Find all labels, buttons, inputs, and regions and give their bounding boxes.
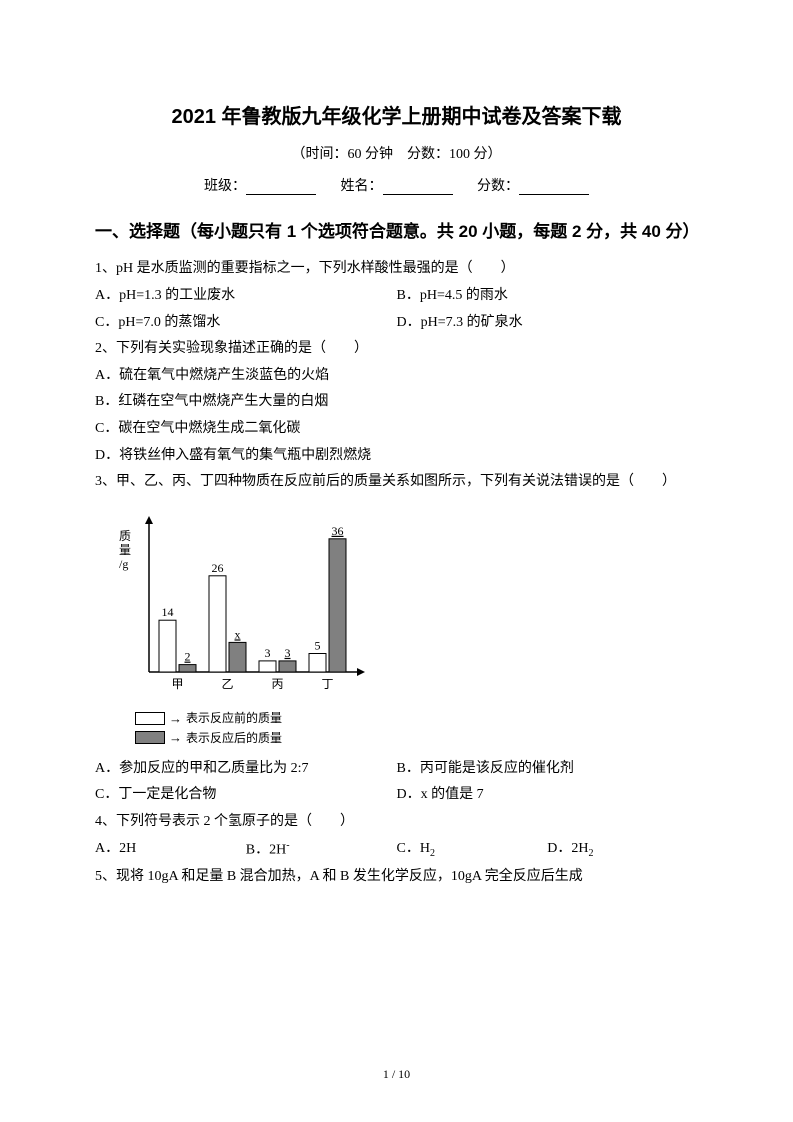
- q2-stem: 2、下列有关实验现象描述正确的是（ ）: [95, 336, 698, 363]
- q2-opt-a: A．硫在氧气中燃烧产生淡蓝色的火焰: [95, 363, 698, 390]
- q5-stem: 5、现将 10gA 和足量 B 混合加热，A 和 B 发生化学反应，10gA 完…: [95, 864, 698, 891]
- q1-row2: C．pH=7.0 的蒸馏水 D．pH=7.3 的矿泉水: [95, 310, 698, 337]
- blanks-row: 班级： 姓名： 分数：: [95, 175, 698, 195]
- q1-opt-d: D．pH=7.3 的矿泉水: [397, 310, 699, 337]
- svg-text:36: 36: [332, 524, 344, 538]
- page-title: 2021 年鲁教版九年级化学上册期中试卷及答案下载: [95, 100, 698, 129]
- q3-stem: 3、甲、乙、丙、丁四种物质在反应前后的质量关系如图所示，下列有关说法错误的是（ …: [95, 469, 698, 496]
- svg-text:14: 14: [162, 605, 174, 619]
- svg-text:26: 26: [212, 561, 224, 575]
- subtitle: （时间：60 分钟 分数：100 分）: [95, 143, 698, 163]
- q2-opt-b: B．红磷在空气中燃烧产生大量的白烟: [95, 389, 698, 416]
- legend-after-label: 表示反应后的质量: [186, 729, 282, 747]
- q4-d-sub: 2: [588, 847, 593, 858]
- page-footer: 1 / 10: [0, 1067, 793, 1082]
- arrow-icon: →: [169, 728, 182, 748]
- class-blank[interactable]: [246, 178, 316, 195]
- q4-d-prefix: D．2H: [547, 841, 588, 856]
- q4-row: A．2H B．2H- C．H2 D．2H2: [95, 836, 698, 864]
- bar-chart-svg: 质量/g 14 2甲 26 x 乙 33 丙 5 36 丁: [105, 502, 365, 702]
- subtitle-time: （时间：60 分钟: [292, 147, 394, 162]
- chart-legend: → 表示反应前的质量 → 表示反应后的质量: [135, 709, 698, 748]
- svg-text:乙: 乙: [221, 677, 233, 691]
- subtitle-score: 分数：100 分）: [407, 147, 502, 162]
- q4-opt-b: B．2H-: [246, 836, 397, 864]
- svg-text:甲: 甲: [171, 677, 183, 691]
- q4-c-sub: 2: [430, 847, 435, 858]
- q3-row2: C．丁一定是化合物 D．x 的值是 7: [95, 782, 698, 809]
- class-label: 班级：: [204, 179, 246, 194]
- section-1-heading: 一、选择题（每小题只有 1 个选项符合题意。共 20 小题，每题 2 分，共 4…: [95, 213, 698, 250]
- legend-before: → 表示反应前的质量: [135, 709, 698, 729]
- legend-before-box: [135, 712, 165, 725]
- svg-text:/g: /g: [119, 557, 128, 571]
- q1-opt-b: B．pH=4.5 的雨水: [397, 283, 699, 310]
- q4-c-prefix: C．H: [397, 841, 430, 856]
- q4-b-sup: -: [286, 840, 289, 851]
- q4-opt-d: D．2H2: [547, 836, 698, 864]
- q1-stem: 1、pH 是水质监测的重要指标之一，下列水样酸性最强的是（ ）: [95, 256, 698, 283]
- q4-opt-c: C．H2: [397, 836, 548, 864]
- q4-opt-a: A．2H: [95, 836, 246, 864]
- q3-chart: 质量/g 14 2甲 26 x 乙 33 丙 5 36 丁 → 表示反应前的质量 → 表示反应后的质…: [105, 502, 698, 748]
- svg-text:5: 5: [315, 638, 321, 652]
- q1-opt-c: C．pH=7.0 的蒸馏水: [95, 310, 397, 337]
- q4-b-prefix: B．2H: [246, 842, 286, 857]
- legend-after: → 表示反应后的质量: [135, 728, 698, 748]
- q3-row1: A．参加反应的甲和乙质量比为 2:7 B．丙可能是该反应的催化剂: [95, 756, 698, 783]
- svg-text:3: 3: [265, 646, 271, 660]
- svg-text:丙: 丙: [271, 677, 283, 691]
- svg-text:2: 2: [185, 649, 191, 663]
- q1-opt-a: A．pH=1.3 的工业废水: [95, 283, 397, 310]
- q3-opt-d: D．x 的值是 7: [397, 782, 699, 809]
- q1-row1: A．pH=1.3 的工业废水 B．pH=4.5 的雨水: [95, 283, 698, 310]
- svg-text:x: x: [235, 627, 241, 641]
- q3-opt-a: A．参加反应的甲和乙质量比为 2:7: [95, 756, 397, 783]
- legend-before-label: 表示反应前的质量: [186, 709, 282, 727]
- svg-text:质: 质: [119, 529, 131, 543]
- legend-after-box: [135, 731, 165, 744]
- score-label: 分数：: [477, 179, 519, 194]
- q2-opt-d: D．将铁丝伸入盛有氧气的集气瓶中剧烈燃烧: [95, 443, 698, 470]
- q3-opt-b: B．丙可能是该反应的催化剂: [397, 756, 699, 783]
- svg-text:丁: 丁: [321, 677, 333, 691]
- arrow-icon: →: [169, 709, 182, 729]
- name-label: 姓名：: [341, 179, 383, 194]
- name-blank[interactable]: [383, 178, 453, 195]
- score-blank[interactable]: [519, 178, 589, 195]
- svg-text:3: 3: [285, 646, 291, 660]
- q4-stem: 4、下列符号表示 2 个氢原子的是（ ）: [95, 809, 698, 836]
- q3-opt-c: C．丁一定是化合物: [95, 782, 397, 809]
- q2-opt-c: C．碳在空气中燃烧生成二氧化碳: [95, 416, 698, 443]
- svg-text:量: 量: [119, 543, 131, 557]
